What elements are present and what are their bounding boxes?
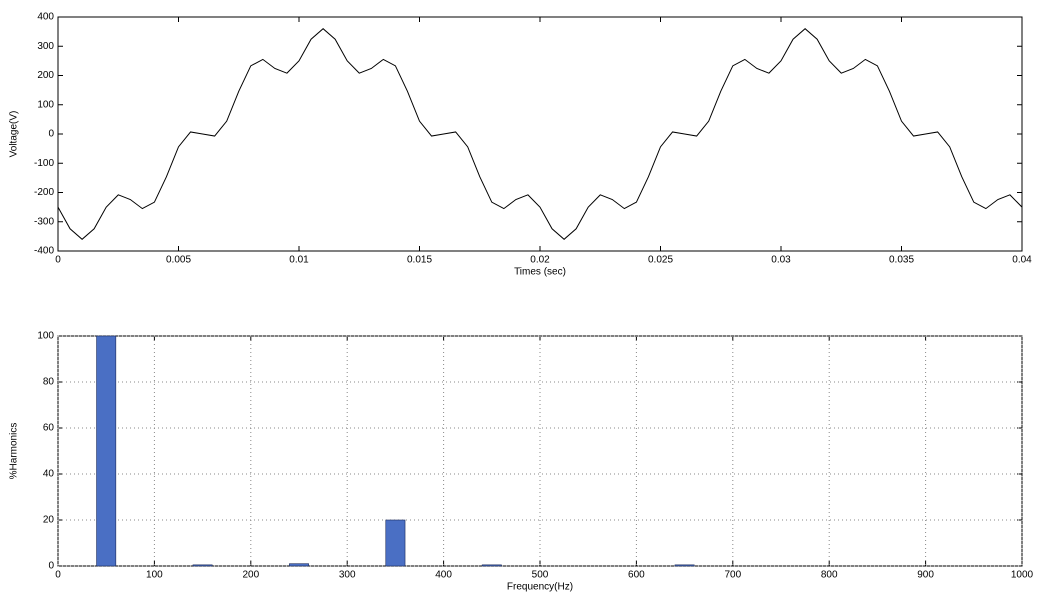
x-tick-label: 0.015 <box>407 255 432 266</box>
x-tick-label: 1000 <box>1011 570 1034 581</box>
y-tick-label: 100 <box>37 99 54 110</box>
x-tick-label: 0.02 <box>530 255 550 266</box>
y-tick-label: 60 <box>43 423 55 434</box>
x-tick-label: 0.04 <box>1012 255 1032 266</box>
voltage-line <box>57 28 1023 240</box>
bar <box>96 335 117 567</box>
y-tick-label: 100 <box>37 331 54 342</box>
y-tick-label: 300 <box>37 41 54 52</box>
y-tick-label: 20 <box>43 515 55 526</box>
x-tick-label: 0.035 <box>889 255 914 266</box>
x-tick-label: 0.03 <box>771 255 791 266</box>
plot-area <box>57 16 1023 252</box>
x-tick-label: 700 <box>724 570 741 581</box>
y-tick-label: -300 <box>34 216 54 227</box>
x-tick-label: 200 <box>242 570 259 581</box>
y-tick-label: 40 <box>43 469 55 480</box>
y-tick-label: 80 <box>43 377 55 388</box>
y-tick-label: 0 <box>48 129 54 140</box>
x-tick-label: 600 <box>628 570 645 581</box>
y-tick-label: 200 <box>37 70 54 81</box>
bar <box>674 564 695 567</box>
x-tick-label: 0 <box>55 255 61 266</box>
x-tick-label: 100 <box>146 570 163 581</box>
y-tick-label: -100 <box>34 158 54 169</box>
x-axis-label: Frequency(Hz) <box>507 582 573 593</box>
x-axis-label: Times (sec) <box>514 267 566 278</box>
x-tick-label: 300 <box>339 570 356 581</box>
bar <box>192 564 213 567</box>
bar <box>481 564 502 567</box>
x-tick-label: 0 <box>55 570 61 581</box>
x-tick-label: 0.01 <box>289 255 309 266</box>
x-tick-label: 400 <box>435 570 452 581</box>
x-tick-label: 0.005 <box>166 255 191 266</box>
y-axis-label: %Harmonics <box>9 423 20 480</box>
plot-area <box>57 335 1023 567</box>
y-axis-label: Voltage(V) <box>9 111 20 158</box>
y-tick-label: -400 <box>34 246 54 257</box>
x-tick-label: 500 <box>532 570 549 581</box>
bar <box>385 519 406 567</box>
x-tick-label: 0.025 <box>648 255 673 266</box>
y-tick-label: 400 <box>37 12 54 23</box>
y-tick-label: -200 <box>34 187 54 198</box>
y-tick-label: 0 <box>48 561 54 572</box>
bar <box>289 563 309 567</box>
x-tick-label: 900 <box>917 570 934 581</box>
x-tick-label: 800 <box>821 570 838 581</box>
